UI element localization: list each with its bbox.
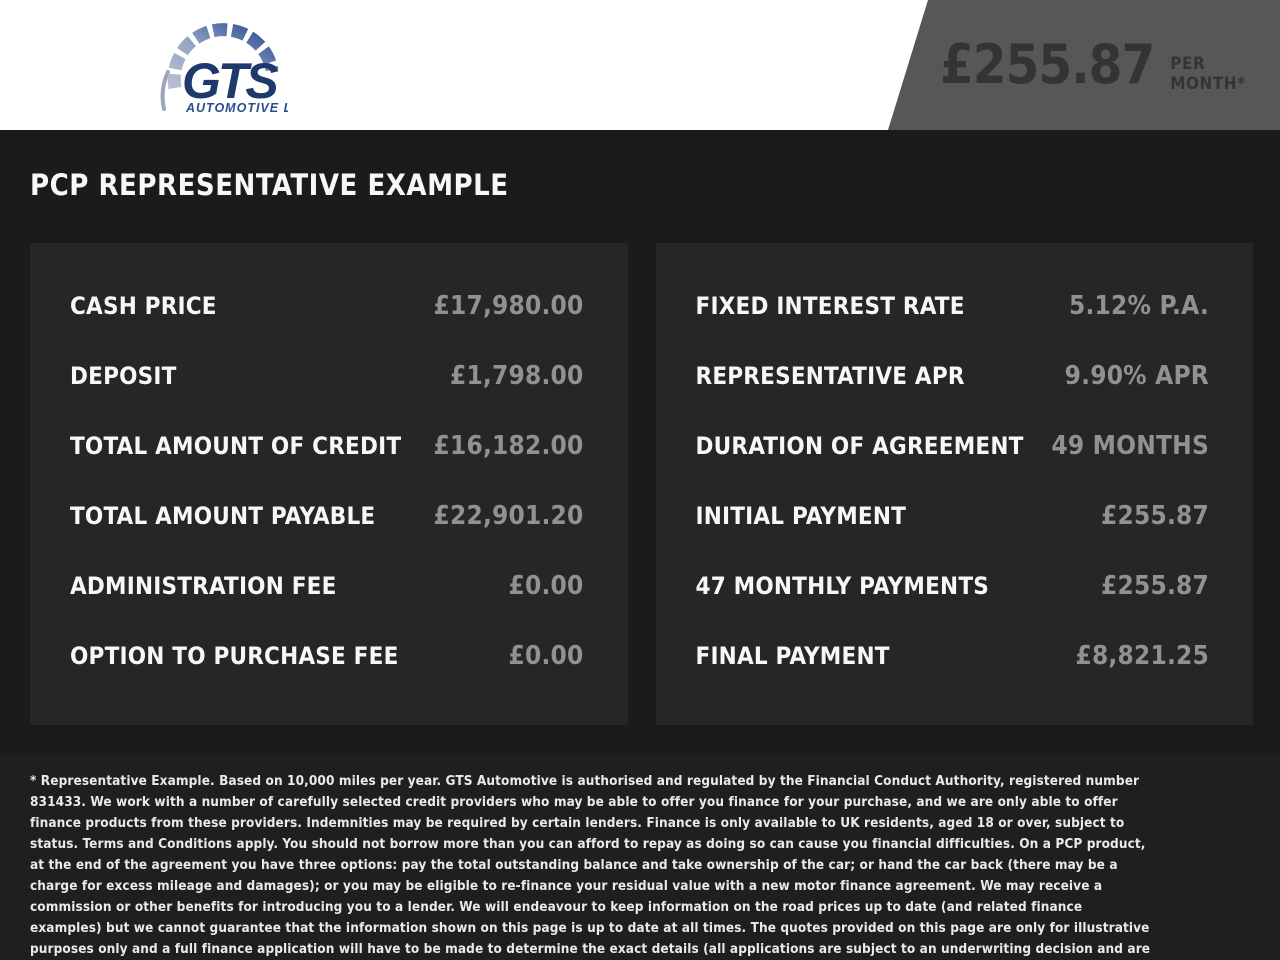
row-label: OPTION TO PURCHASE FEE (70, 641, 399, 670)
row-value: 49 MONTHS (1051, 430, 1209, 461)
finance-row-final-payment: FINAL PAYMENT £8,821.25 (696, 621, 1210, 691)
monthly-price-banner: £255.87 PER MONTH* (888, 0, 1280, 130)
row-value: £17,980.00 (433, 290, 584, 321)
row-label: DEPOSIT (70, 361, 177, 390)
page-header: GTS AUTOMOTIVE LTD £255.87 PER MONTH* (0, 0, 1280, 130)
row-label: CASH PRICE (70, 291, 217, 320)
gts-automotive-logo: GTS AUTOMOTIVE LTD (158, 12, 309, 118)
logo-subtitle-text: AUTOMOTIVE LTD (185, 101, 288, 115)
row-value: £16,182.00 (433, 430, 584, 461)
row-label: TOTAL AMOUNT OF CREDIT (70, 431, 402, 460)
row-label: 47 MONTHLY PAYMENTS (695, 571, 989, 600)
row-label: FIXED INTEREST RATE (695, 291, 965, 320)
finance-row-total-credit: TOTAL AMOUNT OF CREDIT £16,182.00 (70, 411, 584, 481)
row-label: INITIAL PAYMENT (695, 501, 907, 530)
legal-disclaimer-text: * Representative Example. Based on 10,00… (30, 772, 1151, 957)
row-label: FINAL PAYMENT (695, 641, 890, 670)
row-value: £255.87 (1101, 500, 1209, 531)
finance-row-monthly-payments: 47 MONTHLY PAYMENTS £255.87 (696, 551, 1210, 621)
page-title: PCP REPRESENTATIVE EXAMPLE (30, 168, 509, 202)
row-label: TOTAL AMOUNT PAYABLE (70, 501, 376, 530)
row-value: £22,901.20 (433, 500, 584, 531)
finance-row-admin-fee: ADMINISTRATION FEE £0.00 (70, 551, 584, 621)
speedometer-logo-icon: GTS AUTOMOTIVE LTD (160, 23, 309, 115)
finance-row-fixed-interest-rate: FIXED INTEREST RATE 5.12% P.A. (696, 271, 1210, 341)
finance-row-cash-price: CASH PRICE £17,980.00 (70, 271, 584, 341)
finance-row-total-payable: TOTAL AMOUNT PAYABLE £22,901.20 (70, 481, 584, 551)
finance-panel-right: FIXED INTEREST RATE 5.12% P.A. REPRESENT… (655, 242, 1253, 725)
row-label: DURATION OF AGREEMENT (695, 431, 1024, 460)
finance-row-initial-payment: INITIAL PAYMENT £255.87 (696, 481, 1210, 551)
row-value: 9.90% APR (1064, 360, 1209, 391)
row-value: 5.12% P.A. (1068, 290, 1209, 321)
row-value: £1,798.00 (449, 360, 584, 391)
finance-row-duration: DURATION OF AGREEMENT 49 MONTHS (696, 411, 1210, 481)
legal-disclaimer-section: * Representative Example. Based on 10,00… (0, 753, 1280, 960)
row-label: REPRESENTATIVE APR (695, 361, 965, 390)
finance-example-section: PCP REPRESENTATIVE EXAMPLE CASH PRICE £1… (0, 168, 1280, 960)
logo-brand-text: GTS (182, 53, 278, 109)
monthly-price-amount: £255.87 (940, 33, 1155, 96)
finance-panels: CASH PRICE £17,980.00 DEPOSIT £1,798.00 … (30, 242, 1253, 725)
row-value: £8,821.25 (1075, 640, 1209, 671)
finance-panel-left: CASH PRICE £17,980.00 DEPOSIT £1,798.00 … (30, 242, 628, 725)
row-value: £0.00 (508, 570, 584, 601)
monthly-price-period: PER MONTH* (1170, 54, 1246, 94)
finance-row-deposit: DEPOSIT £1,798.00 (70, 341, 584, 411)
finance-row-representative-apr: REPRESENTATIVE APR 9.90% APR (696, 341, 1210, 411)
row-label: ADMINISTRATION FEE (70, 571, 337, 600)
finance-row-option-to-purchase-fee: OPTION TO PURCHASE FEE £0.00 (70, 621, 584, 691)
row-value: £255.87 (1101, 570, 1209, 601)
row-value: £0.00 (508, 640, 584, 671)
